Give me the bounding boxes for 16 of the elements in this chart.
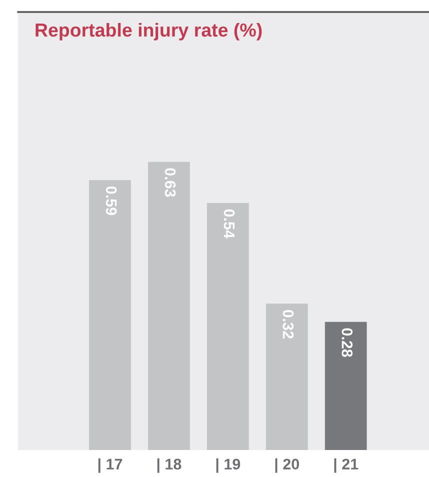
x-tick-label: | 19 bbox=[216, 458, 240, 473]
x-tick-label: | 17 bbox=[98, 458, 122, 473]
data-label: 0.32 bbox=[282, 310, 294, 339]
data-label: 0.54 bbox=[224, 209, 235, 238]
bar bbox=[206, 203, 249, 450]
bar bbox=[148, 162, 190, 450]
data-label: 0.28 bbox=[342, 328, 353, 357]
chart-title: Reportable injury rate (%) bbox=[36, 22, 262, 40]
data-label: 0.59 bbox=[106, 186, 117, 216]
data-label: 0.63 bbox=[164, 168, 176, 197]
bar bbox=[266, 304, 308, 450]
x-tick-label: | 20 bbox=[275, 458, 300, 473]
bar bbox=[89, 180, 131, 450]
x-tick-label: | 21 bbox=[334, 458, 358, 473]
bar bbox=[324, 322, 367, 450]
x-tick-label: | 18 bbox=[157, 458, 182, 473]
